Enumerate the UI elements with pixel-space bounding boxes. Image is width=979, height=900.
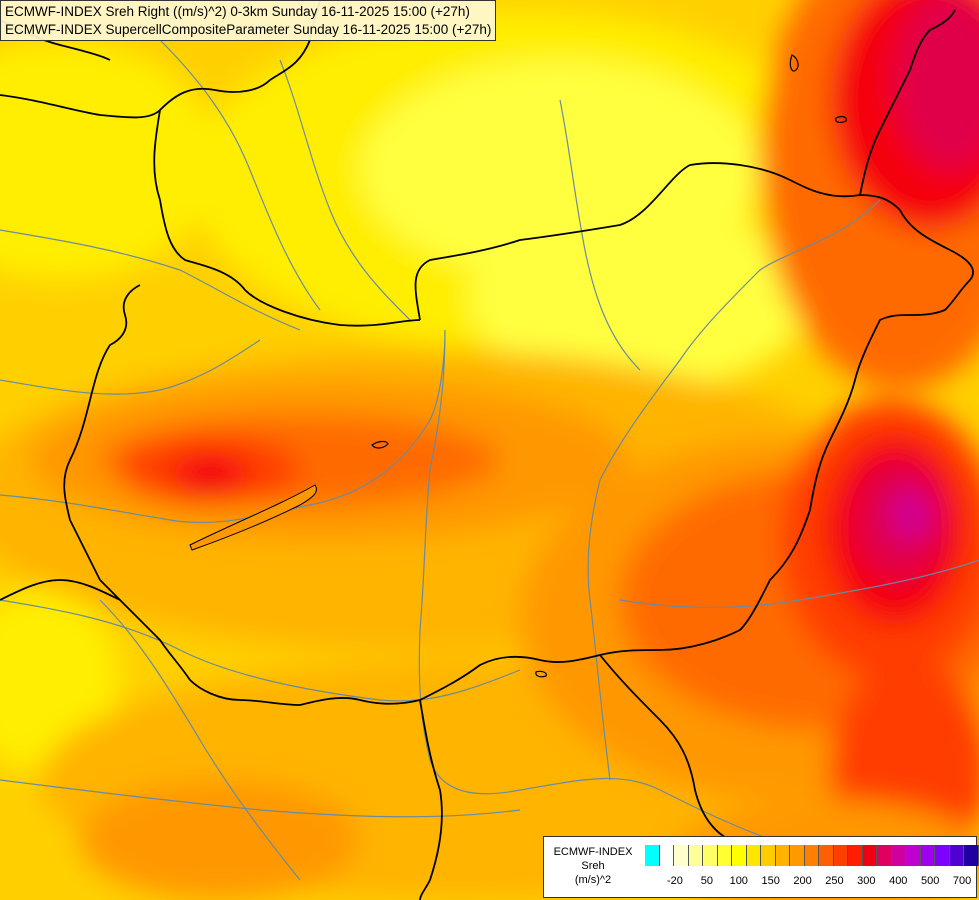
- legend-tick-label: 150: [761, 875, 780, 887]
- legend-swatch: [891, 845, 906, 866]
- legend-swatch: [862, 845, 877, 866]
- feature-1: [789, 54, 799, 72]
- legend-unit: (m/s)^2: [574, 874, 612, 886]
- legend-swatch: [674, 845, 689, 866]
- legend-swatch: [775, 845, 790, 866]
- legend-tick-label: 300: [857, 875, 876, 887]
- legend-ticks: -20 50 100 150 200 250 300 400 500 700: [645, 875, 975, 889]
- legend-swatch: [761, 845, 776, 866]
- legend-tick-label: -20: [666, 875, 683, 887]
- legend-swatch: [877, 845, 892, 866]
- border-ne-ua: [859, 9, 956, 196]
- field-magenta-east: [890, 490, 930, 540]
- legend-swatch: [935, 845, 950, 866]
- legend-swatch: [703, 845, 718, 866]
- legend-swatch: [964, 845, 979, 866]
- field-red-west: [172, 453, 248, 497]
- field-light-center: [470, 210, 810, 390]
- border-sk-hu: [414, 162, 901, 321]
- legend-swatch: [732, 845, 747, 866]
- legend-tick-label: 250: [825, 875, 844, 887]
- legend-swatches: [645, 845, 979, 866]
- legend-name: ECMWF-INDEX Sreh (m/s)^2: [544, 845, 642, 887]
- legend-swatch: [645, 845, 660, 866]
- legend-swatch: [717, 845, 732, 866]
- title-line-1: ECMWF-INDEX Sreh Right ((m/s)^2) 0-3km S…: [5, 4, 470, 19]
- river-sw: [99, 599, 301, 881]
- legend-tick-label: 100: [729, 875, 748, 887]
- legend-tick-label: 400: [889, 875, 908, 887]
- border-sw: [0, 579, 121, 601]
- legend-swatch: [659, 845, 674, 866]
- river-mures: [619, 559, 979, 609]
- legend-parameter: Sreh: [581, 860, 605, 872]
- title-line-2: ECMWF-INDEX SupercellCompositeParameter …: [5, 22, 492, 37]
- border-hr-srb: [419, 699, 443, 900]
- legend-tick-label: 50: [700, 875, 713, 887]
- border-at-west: [63, 284, 141, 581]
- legend-source: ECMWF-INDEX: [553, 846, 633, 858]
- legend-tick-label: 500: [920, 875, 940, 887]
- legend-swatch: [920, 845, 935, 866]
- river-north-2: [279, 59, 411, 321]
- legend-swatch: [819, 845, 834, 866]
- field-orange-south: [80, 780, 360, 900]
- legend-swatch: [804, 845, 819, 866]
- river-sava: [0, 779, 521, 818]
- field-light-west: [0, 40, 220, 280]
- legend-swatch: [848, 845, 863, 866]
- legend-tick-label: 200: [793, 875, 812, 887]
- river-west-2: [0, 339, 261, 395]
- river-west-1: [0, 229, 301, 331]
- river-tisza: [587, 199, 881, 781]
- legend-tick-label: 700: [952, 875, 972, 887]
- river-drava: [0, 599, 521, 702]
- legend-swatch: [688, 845, 703, 866]
- lake-balaton: [189, 484, 317, 551]
- legend-swatch: [833, 845, 848, 866]
- river-north-3: [559, 99, 641, 371]
- border-cz-sk: [153, 109, 421, 327]
- color-legend: ECMWF-INDEX Sreh (m/s)^2 -20 50 100 150 200 2…: [543, 836, 979, 898]
- feature-2: [371, 440, 389, 449]
- feature-3: [535, 670, 547, 678]
- small-features: [371, 54, 847, 678]
- border-ro-srb: [599, 654, 731, 841]
- legend-swatch: [790, 845, 805, 866]
- map-title: ECMWF-INDEX Sreh Right ((m/s)^2) 0-3km S…: [0, 0, 497, 41]
- field-crimson-ne: [895, 0, 979, 170]
- border-ua-ro: [99, 209, 974, 706]
- legend-swatch: [746, 845, 761, 866]
- river-north-1: [159, 39, 321, 311]
- feature-4: [835, 115, 847, 124]
- legend-swatch: [949, 845, 964, 866]
- legend-swatch: [906, 845, 921, 866]
